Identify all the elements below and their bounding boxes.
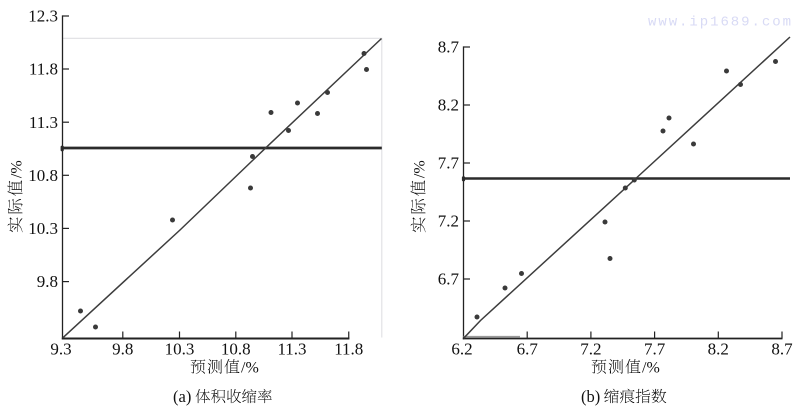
svg-text:/%: /% [411,160,428,178]
svg-text:7.7: 7.7 [438,154,460,173]
svg-text:8.2: 8.2 [708,340,729,359]
svg-text:11.8: 11.8 [29,60,58,79]
svg-text:11.3: 11.3 [29,113,58,132]
svg-text:10.8: 10.8 [28,166,58,185]
svg-text:10.3: 10.3 [28,219,58,238]
svg-text:www.ip1689.com: www.ip1689.com [648,15,793,31]
svg-text:7.2: 7.2 [580,340,601,359]
svg-text:6.7: 6.7 [517,340,539,359]
svg-text:7.2: 7.2 [438,212,459,231]
svg-text:(a): (a) [173,387,191,406]
svg-text:12.3: 12.3 [28,7,58,26]
svg-text:(b): (b) [581,387,600,406]
svg-text:11.3: 11.3 [277,340,306,359]
svg-text:10.3: 10.3 [165,340,195,359]
svg-text:/%: /% [642,360,660,377]
svg-text:10.8: 10.8 [221,340,251,359]
svg-text:11.8: 11.8 [334,340,363,359]
svg-text:6.2: 6.2 [451,340,472,359]
svg-text:7.7: 7.7 [644,340,666,359]
svg-text:8.7: 8.7 [438,38,460,57]
svg-text:/%: /% [8,160,25,178]
svg-text:9.8: 9.8 [37,272,58,291]
svg-text:/%: /% [241,360,259,377]
svg-text:9.8: 9.8 [112,340,133,359]
svg-text:9.3: 9.3 [50,340,71,359]
svg-text:8.7: 8.7 [771,340,793,359]
svg-text:8.2: 8.2 [438,96,459,115]
svg-text:6.7: 6.7 [438,270,460,289]
